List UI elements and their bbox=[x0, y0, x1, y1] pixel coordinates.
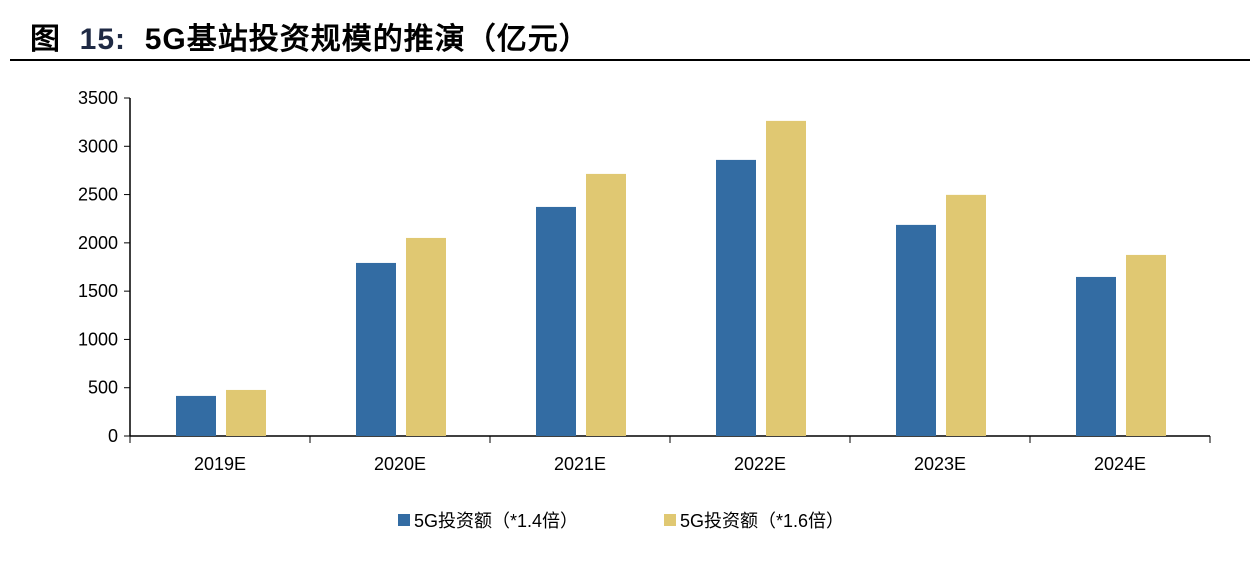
x-tick-label: 2021E bbox=[554, 454, 606, 474]
legend-swatch-1 bbox=[398, 514, 410, 526]
y-tick-label: 1000 bbox=[78, 329, 118, 349]
bar-1-2024E bbox=[1076, 276, 1116, 436]
x-tick-label: 2024E bbox=[1094, 454, 1146, 474]
x-tick-label: 2019E bbox=[194, 454, 246, 474]
title-text: 5G基站投资规模的推演（亿元） bbox=[144, 23, 590, 56]
chart-title: 图 15: 5G基站投资规模的推演（亿元） bbox=[30, 14, 590, 58]
title-prefix: 图 bbox=[30, 23, 61, 56]
title-number: 15: bbox=[79, 23, 127, 56]
bar-1-2021E bbox=[536, 206, 576, 436]
bar-1-2022E bbox=[716, 159, 756, 436]
legend-label-2: 5G投资额（*1.6倍） bbox=[680, 511, 844, 531]
bar-1-2019E bbox=[176, 395, 216, 436]
title-rule bbox=[10, 59, 1250, 61]
bar-2-2021E bbox=[586, 173, 626, 436]
y-tick-label: 0 bbox=[108, 426, 118, 446]
y-tick-label: 3500 bbox=[78, 88, 118, 108]
y-tick-label: 2000 bbox=[78, 233, 118, 253]
bar-2-2020E bbox=[406, 237, 446, 436]
bar-1-2020E bbox=[356, 262, 396, 436]
legend-label-1: 5G投资额（*1.4倍） bbox=[414, 511, 578, 531]
y-tick-label: 3000 bbox=[78, 136, 118, 156]
x-tick-label: 2023E bbox=[914, 454, 966, 474]
x-tick-label: 2020E bbox=[374, 454, 426, 474]
bar-2-2024E bbox=[1126, 254, 1166, 436]
y-tick-label: 500 bbox=[88, 378, 118, 398]
bar-2-2019E bbox=[226, 389, 266, 436]
y-tick-label: 2500 bbox=[78, 185, 118, 205]
legend-swatch-2 bbox=[664, 514, 676, 526]
x-tick-label: 2022E bbox=[734, 454, 786, 474]
bar-2-2023E bbox=[946, 194, 986, 436]
bar-1-2023E bbox=[896, 224, 936, 436]
bar-2-2022E bbox=[766, 120, 806, 437]
y-tick-label: 1500 bbox=[78, 281, 118, 301]
